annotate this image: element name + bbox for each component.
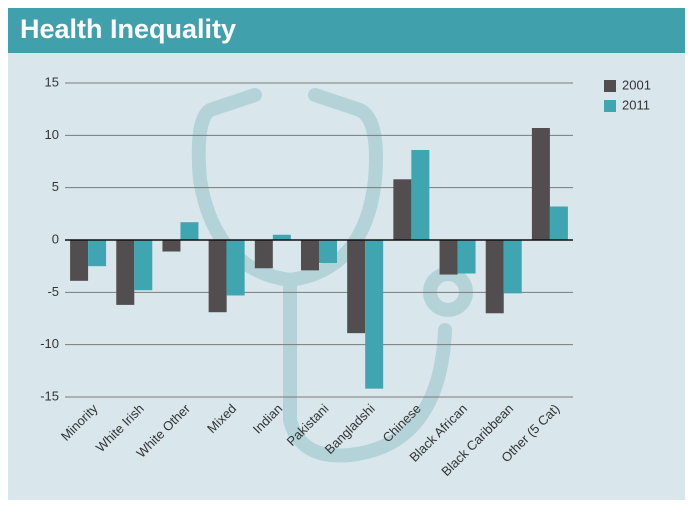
bar [319, 240, 337, 263]
bar [347, 240, 365, 333]
bar [504, 240, 522, 293]
bar [393, 179, 411, 240]
chart: Health Inequality -15-10-5051015Minority… [0, 0, 693, 506]
bar [162, 240, 180, 252]
y-tick-label: -15 [40, 388, 59, 403]
bar [440, 240, 458, 275]
bar [88, 240, 106, 266]
bar [301, 240, 319, 270]
legend-label: 2001 [622, 77, 651, 92]
y-tick-label: -10 [40, 336, 59, 351]
bar [255, 240, 273, 268]
y-tick-label: 5 [52, 179, 59, 194]
bar [532, 128, 550, 240]
bar [209, 240, 227, 312]
y-tick-label: -5 [47, 284, 59, 299]
bar [411, 150, 429, 240]
bar [227, 240, 245, 295]
bar [134, 240, 152, 290]
bar [116, 240, 134, 305]
bar [273, 235, 291, 240]
bar [180, 222, 198, 240]
bar [486, 240, 504, 313]
chart-title: Health Inequality [20, 14, 236, 44]
y-tick-label: 10 [45, 127, 59, 142]
legend-swatch [604, 80, 616, 92]
y-tick-label: 15 [45, 74, 59, 89]
bar [70, 240, 88, 281]
y-tick-label: 0 [52, 231, 59, 246]
legend-label: 2011 [622, 97, 650, 112]
bar [365, 240, 383, 389]
bar [458, 240, 476, 273]
legend-swatch [604, 100, 616, 112]
bar [550, 207, 568, 240]
